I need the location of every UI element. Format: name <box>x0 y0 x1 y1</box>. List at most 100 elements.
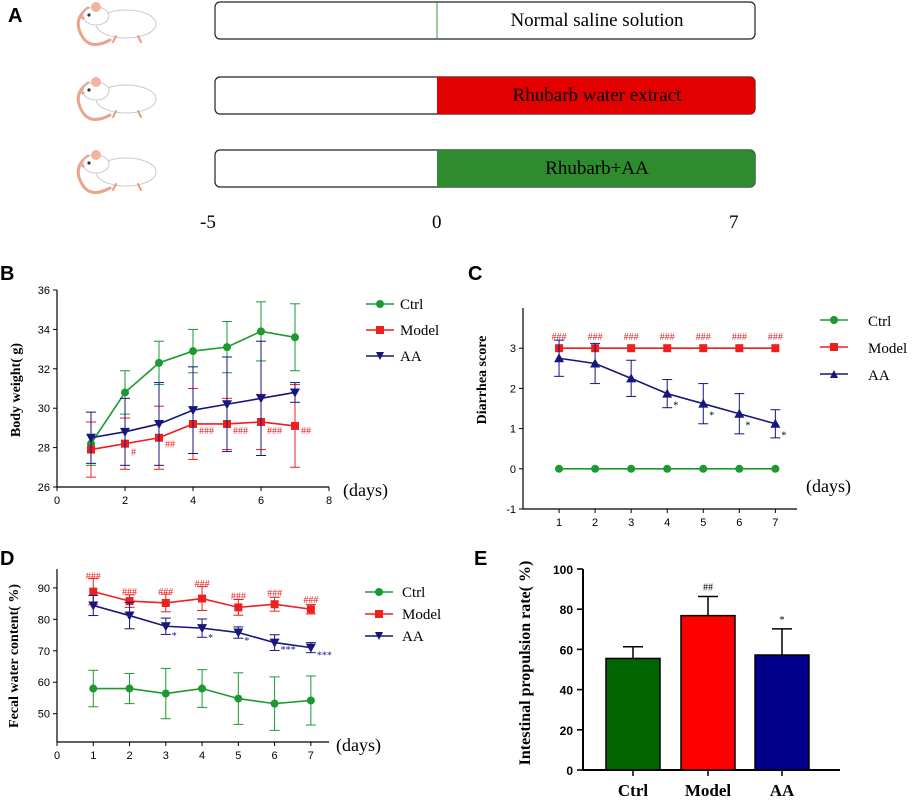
x-tick-label: 4 <box>664 517 670 529</box>
legend-aa: AA <box>402 629 424 645</box>
y-tick-label: 100 <box>553 563 573 577</box>
panel-c-legend: Ctrl Model AA <box>820 314 907 384</box>
data-point <box>734 408 745 418</box>
x-tick-label: 0 <box>54 750 60 762</box>
significance-label: * <box>172 631 177 642</box>
treatment-bar-rhubarb: Rhubarb water extract <box>214 76 756 115</box>
y-axis-label: Intestinal propulsion rate( %) <box>517 561 534 766</box>
treatment-segment-green <box>437 150 755 187</box>
data-point <box>161 689 170 698</box>
data-point <box>89 684 98 693</box>
legend-model: Model <box>868 341 907 357</box>
data-point <box>161 598 170 607</box>
data-point <box>291 421 299 430</box>
data-point <box>698 398 709 408</box>
x-tick-label: 3 <box>628 517 634 529</box>
y-tick-label: 28 <box>38 443 50 455</box>
treatment-label-rhubarb-aa: Rhubarb+AA <box>545 158 649 179</box>
significance-label: ### <box>552 332 567 343</box>
y-axis-label: Fecal water content( %) <box>7 584 22 728</box>
x-tick-label: 1 <box>556 517 562 529</box>
x-tick-label: 6 <box>272 750 278 762</box>
data-point <box>269 638 280 648</box>
y-tick-label: 30 <box>38 403 50 415</box>
data-point <box>222 400 232 410</box>
significance-label: ### <box>267 589 282 600</box>
x-tick-label: 7 <box>772 517 778 529</box>
significance-label: ## <box>165 440 175 451</box>
data-point <box>233 628 244 638</box>
y-axis-label: Body weight( g) <box>9 343 24 437</box>
significance-label: * <box>780 615 785 626</box>
data-point <box>305 643 316 653</box>
significance-label: ### <box>122 587 137 598</box>
legend-model: Model <box>400 323 439 339</box>
y-tick-label: 0 <box>510 464 516 476</box>
data-point <box>626 373 637 383</box>
treatment-bar-rhubarb-aa: Rhubarb+AA <box>214 149 756 188</box>
timeline-label-start: -5 <box>200 212 216 233</box>
data-point <box>627 464 636 473</box>
data-point <box>290 388 300 398</box>
y-tick-label: 0 <box>566 764 573 778</box>
data-point <box>663 464 672 473</box>
x-tick-label: 3 <box>163 750 169 762</box>
mouse-icon <box>76 148 158 194</box>
significance-label: ### <box>231 592 246 603</box>
x-tick-label: Model <box>685 781 732 800</box>
significance-label: * <box>781 431 786 442</box>
x-tick-label: 8 <box>326 495 332 507</box>
data-point <box>306 605 315 614</box>
chart-fecal-water: 50 60 70 80 90 0 1 2 3 4 5 6 7 Fecal water content( %… <box>7 569 332 762</box>
y-tick-label: 32 <box>38 364 50 376</box>
panel-d-xunit: (days) <box>336 735 381 756</box>
y-tick-label: 80 <box>38 614 50 626</box>
x-tick-label: 6 <box>736 517 742 529</box>
data-point <box>699 344 708 353</box>
significance-label: * <box>244 636 249 647</box>
data-point <box>234 694 243 703</box>
y-tick-label: 1 <box>510 424 516 436</box>
y-tick-label: 60 <box>560 643 574 657</box>
significance-label: ### <box>624 332 639 343</box>
data-point <box>125 684 134 693</box>
x-tick-label: 2 <box>592 517 598 529</box>
y-tick-label: 50 <box>38 709 50 721</box>
x-tick-label: 5 <box>235 750 241 762</box>
panel-e-label: E <box>474 548 487 570</box>
panel-b-legend: Ctrl Model AA <box>366 297 439 365</box>
panel-b-xunit: (days) <box>343 480 388 501</box>
legend-model: Model <box>402 607 441 623</box>
y-tick-label: 60 <box>38 677 50 689</box>
significance-label: ### <box>195 579 210 590</box>
data-point <box>188 406 198 416</box>
panel-a-label: A <box>8 5 22 27</box>
series-model <box>88 577 316 616</box>
significance-label: ### <box>303 595 318 606</box>
series-ctrl <box>88 667 316 731</box>
y-tick-label: 26 <box>38 482 50 494</box>
significance-label: ### <box>768 332 783 343</box>
y-tick-label: 80 <box>560 603 574 617</box>
bar-model <box>680 614 736 771</box>
significance-label: * <box>208 633 213 644</box>
significance-label: ### <box>267 426 282 437</box>
data-point <box>121 388 129 397</box>
y-tick-label: 34 <box>38 324 50 336</box>
significance-label: ## <box>703 583 713 594</box>
data-point <box>154 419 164 429</box>
panel-a: A Normal saline solution Rhubarb water e… <box>8 0 756 233</box>
data-point <box>663 344 672 353</box>
x-tick-label: AA <box>770 781 795 800</box>
data-point <box>198 594 207 603</box>
chart-diarrhea-score: -1 0 1 2 3 1 2 3 4 5 6 7 Diarrhea score ### ### ### ### #… <box>475 308 797 529</box>
y-tick-label: 90 <box>38 583 50 595</box>
x-tick-label: 6 <box>258 495 264 507</box>
significance-label: *** <box>317 651 332 662</box>
significance-label: ### <box>732 332 747 343</box>
data-point <box>627 344 636 353</box>
treatment-label-rhubarb: Rhubarb water extract <box>513 85 683 106</box>
data-point <box>89 587 98 596</box>
legend-ctrl: Ctrl <box>400 297 423 313</box>
